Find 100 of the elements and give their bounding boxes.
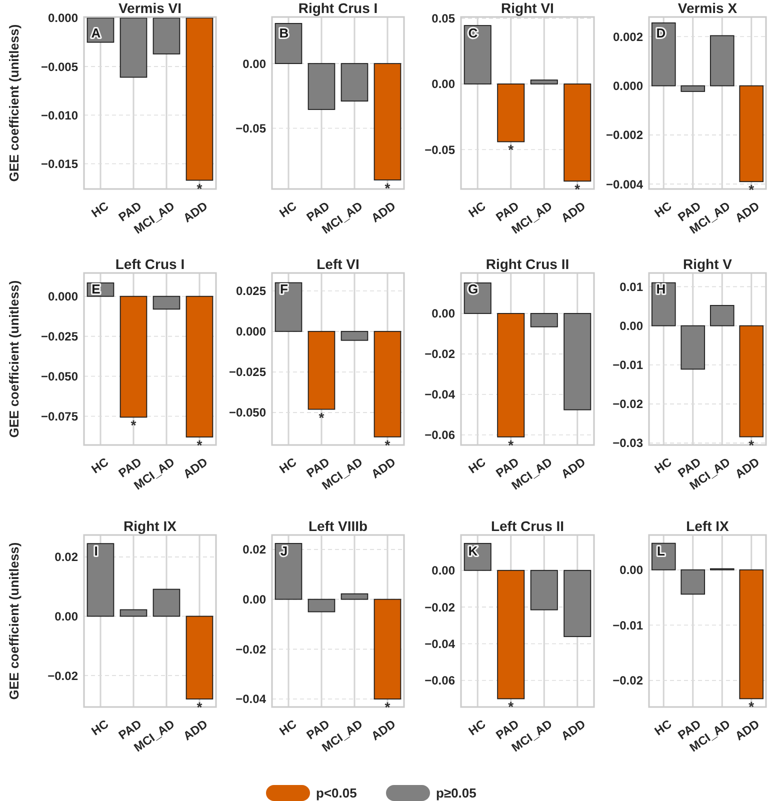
- annotation: K: [468, 544, 478, 559]
- y-tick-label: −0.002: [606, 128, 644, 142]
- chart-title: Vermis VI: [118, 0, 182, 16]
- y-tick-label: −0.025: [40, 330, 78, 344]
- y-tick-label: −0.06: [424, 674, 456, 688]
- x-tick-label: ADD: [368, 198, 398, 226]
- y-tick-label: 0.00: [242, 56, 266, 71]
- chart-title: Left VIIIb: [308, 518, 368, 534]
- y-tick-label: −0.025: [228, 365, 266, 380]
- y-tick-label: −0.02: [236, 642, 266, 656]
- bar: [308, 598, 336, 612]
- chart-title: Right VI: [501, 0, 554, 16]
- annotation: L: [657, 544, 666, 559]
- y-tick-label: −0.01: [612, 358, 644, 372]
- annotation: C: [468, 26, 478, 41]
- annotation: H: [656, 282, 666, 297]
- x-tick-label: ADD: [368, 716, 398, 744]
- y-tick-label: 0.05: [432, 12, 456, 26]
- bar: [374, 598, 402, 700]
- y-tick-label: −0.01: [612, 618, 644, 632]
- x-tick-label: HC: [276, 716, 300, 738]
- y-tick-label: 0.00: [432, 77, 456, 92]
- x-tick-label: ADD: [368, 454, 398, 482]
- y-tick-label: −0.02: [424, 600, 456, 614]
- y-axis-title: GEE coefficient (unitless): [6, 24, 22, 182]
- y-tick-label: −0.04: [424, 636, 456, 651]
- bar: [564, 84, 592, 182]
- annotation: G: [468, 282, 478, 297]
- x-tick-label: HC: [652, 716, 674, 738]
- x-tick-label: ADD: [732, 198, 762, 226]
- bar: [739, 85, 764, 182]
- x-tick-label: HC: [652, 454, 674, 476]
- y-tick-label: −0.004: [606, 177, 644, 192]
- bar: [710, 304, 734, 326]
- annotation: *: [384, 699, 391, 716]
- bar: [739, 325, 764, 438]
- x-tick-label: HC: [88, 716, 112, 738]
- annotation: *: [384, 436, 391, 453]
- x-tick-label: ADD: [180, 716, 210, 744]
- y-tick-label: −0.050: [40, 369, 78, 384]
- annotation: *: [748, 436, 755, 453]
- y-tick-label: 0.000: [48, 290, 78, 304]
- annotation: *: [318, 409, 325, 426]
- y-tick-label: −0.005: [40, 60, 78, 74]
- bar: [710, 35, 734, 86]
- y-tick-label: 0.000: [48, 11, 78, 26]
- legend-label: p≥0.05: [436, 786, 476, 801]
- y-tick-label: −0.02: [612, 674, 644, 688]
- annotation: *: [130, 417, 137, 434]
- y-tick-label: 0.000: [612, 79, 644, 93]
- y-tick-label: −0.05: [424, 142, 456, 157]
- y-tick-label: 0.00: [432, 564, 456, 578]
- y-tick-label: 0.02: [242, 542, 266, 557]
- bar: [680, 85, 706, 92]
- legend-label: p<0.05: [316, 786, 357, 801]
- y-tick-label: −0.010: [40, 108, 78, 122]
- chart-title: Left Crus II: [490, 518, 564, 534]
- y-tick-label: 0.00: [620, 318, 644, 333]
- annotation: *: [196, 180, 203, 196]
- x-tick-label: ADD: [558, 454, 588, 482]
- bar: [152, 588, 180, 617]
- annotation: J: [280, 544, 288, 559]
- x-tick-label: ADD: [558, 198, 588, 226]
- bar: [680, 325, 706, 370]
- y-tick-label: −0.02: [612, 397, 644, 412]
- x-tick-label: ADD: [180, 198, 210, 226]
- y-tick-label: 0.02: [54, 550, 78, 564]
- annotation: *: [748, 182, 755, 198]
- y-tick-label: 0.01: [620, 280, 644, 294]
- y-tick-label: −0.02: [48, 668, 78, 683]
- bar: [680, 569, 706, 595]
- annotation: *: [748, 698, 755, 715]
- y-tick-label: 0.000: [236, 324, 266, 339]
- bar: [120, 609, 148, 617]
- bar: [340, 593, 368, 600]
- x-tick-label: HC: [88, 454, 112, 476]
- bar: [530, 80, 558, 84]
- annotation: D: [656, 26, 666, 41]
- x-tick-label: HC: [88, 198, 112, 220]
- y-tick-label: −0.03: [612, 436, 644, 450]
- chart-title: Left Crus I: [115, 256, 185, 272]
- annotation: B: [279, 26, 289, 41]
- y-tick-label: 0.00: [620, 563, 644, 578]
- annotation: *: [508, 436, 514, 453]
- y-tick-label: −0.05: [236, 121, 266, 136]
- annotation: *: [574, 181, 581, 198]
- x-tick-label: ADD: [558, 716, 588, 744]
- x-tick-label: HC: [466, 716, 488, 738]
- x-tick-label: HC: [466, 198, 488, 220]
- y-tick-label: −0.04: [424, 388, 456, 402]
- bar: [651, 22, 676, 86]
- chart-title: Left VI: [316, 256, 360, 272]
- annotation: *: [384, 180, 391, 196]
- chart-title: Vermis X: [678, 0, 738, 16]
- x-tick-label: HC: [652, 198, 674, 220]
- x-tick-label: HC: [276, 454, 300, 476]
- annotation: I: [94, 544, 98, 559]
- bar: [464, 25, 492, 84]
- x-tick-label: ADD: [732, 716, 762, 744]
- y-tick-label: −0.04: [236, 692, 266, 706]
